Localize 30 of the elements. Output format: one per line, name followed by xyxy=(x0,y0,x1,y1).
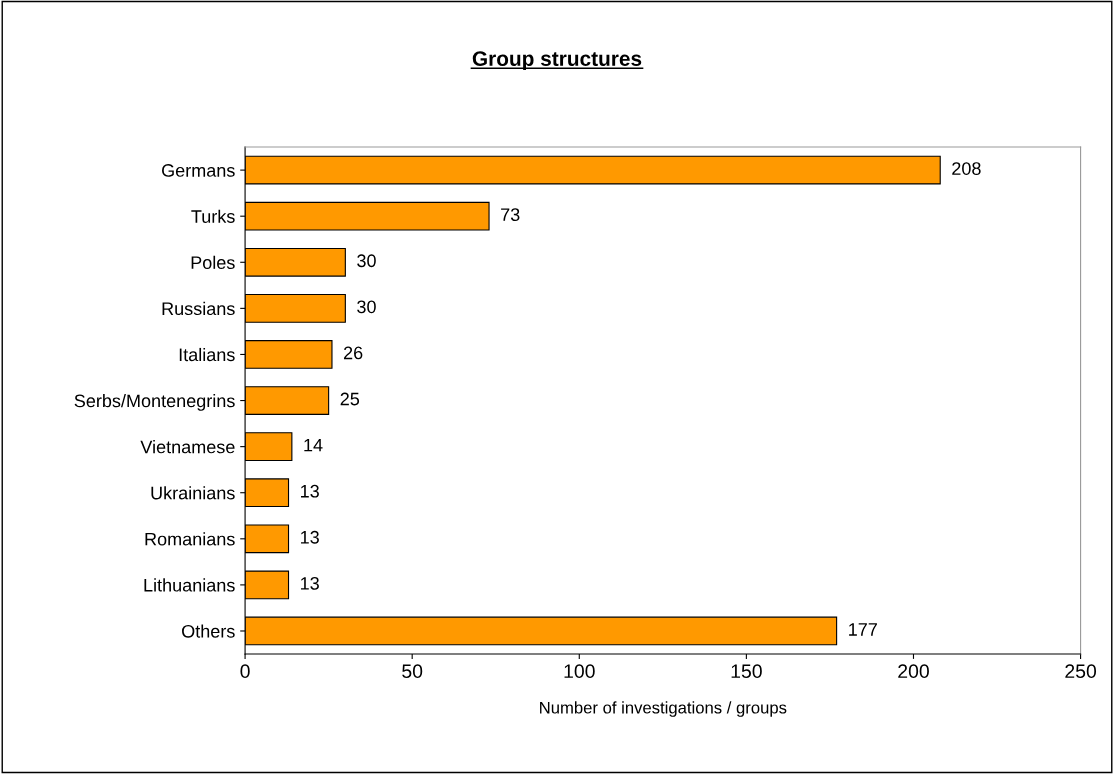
y-tick-label: Turks xyxy=(191,209,235,223)
y-tick-label: Ukrainians xyxy=(151,486,235,500)
y-tick-label: Poles xyxy=(191,255,235,269)
chart-title: Group structures xyxy=(472,51,642,71)
y-tick-label: Lithuanians xyxy=(144,578,235,592)
x-tick-label: 100 xyxy=(564,664,595,679)
data-label: 30 xyxy=(357,300,376,314)
y-tick-label: Romanians xyxy=(145,532,235,546)
y-tick-label: Italians xyxy=(179,347,235,362)
y-tick-label: Serbs/Montenegrins xyxy=(74,394,235,411)
x-tick-label: 150 xyxy=(731,664,762,679)
y-tick-label: Germans xyxy=(162,164,235,177)
x-tick-label: 0 xyxy=(240,664,250,679)
data-label: 208 xyxy=(952,162,981,175)
data-label: 13 xyxy=(301,484,319,498)
data-label: 30 xyxy=(357,254,376,268)
x-axis-title: Number of investigations / groups xyxy=(540,701,787,717)
data-label: 25 xyxy=(340,392,360,406)
data-label: 13 xyxy=(301,576,319,590)
y-tick-label: Vietnamese xyxy=(140,440,235,454)
data-label: 177 xyxy=(849,623,877,636)
x-tick-label: 50 xyxy=(402,664,423,679)
y-tick-label: Russians xyxy=(162,301,235,316)
x-tick-label: 250 xyxy=(1065,664,1097,679)
x-tick-label: 200 xyxy=(898,664,929,679)
data-label: 13 xyxy=(301,530,319,544)
data-label: 73 xyxy=(501,208,520,222)
data-label: 26 xyxy=(343,346,363,360)
y-tick-label: Others xyxy=(182,624,235,638)
data-label: 14 xyxy=(304,438,323,452)
